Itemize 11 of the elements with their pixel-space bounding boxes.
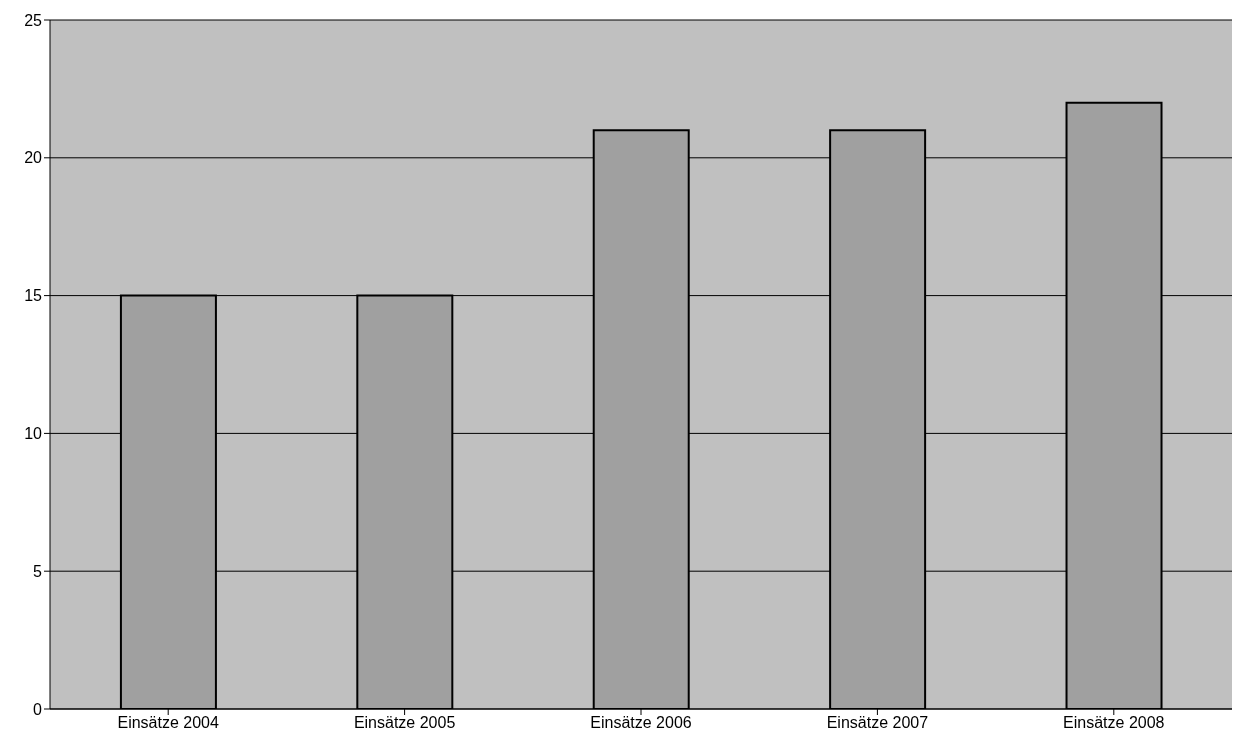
y-tick-label: 5 — [33, 562, 43, 580]
y-tick-label: 25 — [24, 11, 43, 29]
x-tick-label: Einsätze 2006 — [590, 714, 692, 732]
x-tick-label: Einsätze 2005 — [353, 714, 456, 732]
y-tick-label: 0 — [33, 700, 43, 718]
x-tick-label: Einsätze 2004 — [117, 714, 219, 732]
x-tick-label: Einsätze 2008 — [1063, 714, 1165, 732]
y-tick-label: 20 — [24, 149, 43, 167]
y-tick-label: 10 — [24, 425, 43, 443]
y-tick-label: 15 — [24, 287, 43, 305]
x-tick-label: Einsätze 2007 — [826, 714, 929, 732]
